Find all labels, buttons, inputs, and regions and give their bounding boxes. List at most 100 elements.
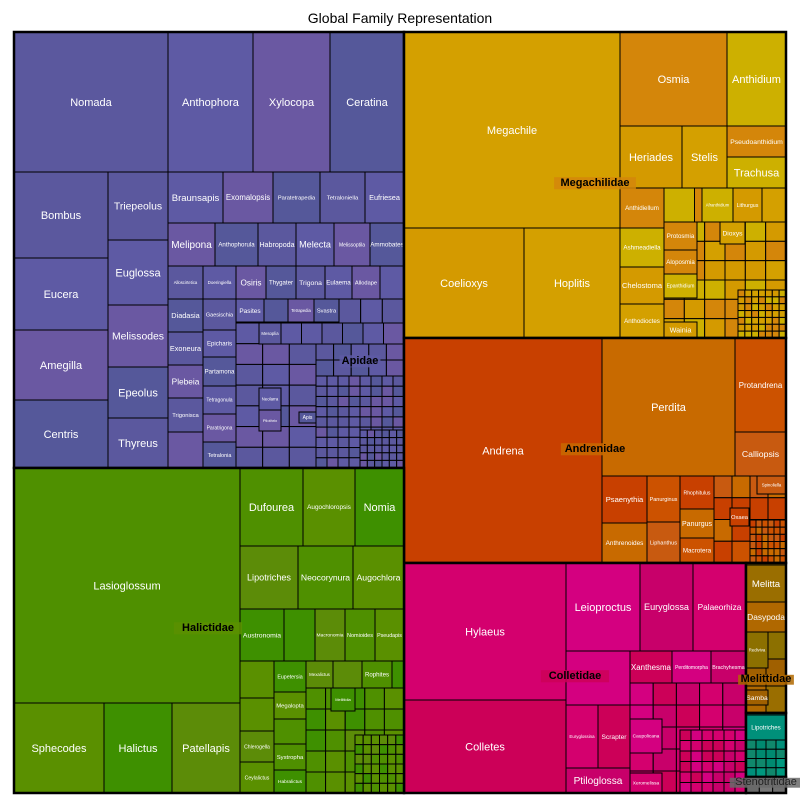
genus-rect (354, 773, 364, 784)
genus-rect (325, 750, 346, 773)
genus-label: Euryglossina (569, 734, 595, 739)
genus-rect (239, 761, 275, 794)
genus-label: Perdita (651, 402, 687, 414)
genus-label: Aloposmia (666, 259, 695, 266)
genus-rect (749, 541, 757, 550)
genus-rect (726, 156, 787, 189)
genus-rect (315, 359, 335, 377)
genus-rect (773, 533, 781, 542)
genus-rect (370, 385, 383, 397)
genus-rect (403, 699, 567, 794)
genus-rect (755, 739, 767, 750)
genus-label: Melissodes (112, 332, 164, 343)
genus-rect (305, 729, 327, 752)
genus-label: Eulaema (326, 280, 351, 287)
genus-rect (354, 753, 364, 765)
genus-rect (315, 375, 328, 387)
genus-rect (362, 744, 372, 755)
genus-rect (755, 519, 763, 528)
genus-rect (683, 298, 706, 320)
genus-rect (362, 322, 384, 345)
genus-label: Ceratina (346, 97, 388, 109)
genus-rect (758, 303, 766, 312)
genus-rect (744, 289, 753, 298)
genus-rect (202, 441, 237, 469)
genus-label: Megalopta (276, 704, 304, 710)
genus-rect (381, 375, 394, 387)
genus-label: Samba (746, 695, 768, 702)
genus-rect (262, 343, 290, 365)
genus-label: Diadasia (171, 311, 200, 320)
genus-rect (704, 318, 726, 339)
genus-rect (764, 296, 773, 305)
genus-rect (765, 631, 787, 660)
genus-rect (758, 310, 766, 318)
genus-rect (337, 395, 350, 408)
genus-rect (761, 548, 769, 557)
genus-rect (348, 375, 361, 387)
genus-rect (675, 682, 701, 706)
genus-label: Pilothrix (263, 418, 277, 423)
genus-rect (107, 304, 169, 368)
genus-rect (171, 702, 241, 794)
genus-rect (387, 773, 397, 784)
genus-label: Stelis (691, 152, 718, 164)
genus-rect (767, 548, 775, 557)
genus-rect (332, 660, 363, 689)
genus-rect (392, 385, 405, 397)
genus-rect (273, 691, 307, 720)
genus-rect (326, 395, 339, 408)
genus-rect (722, 682, 747, 706)
genus-rect (348, 436, 361, 449)
genus-rect (675, 704, 701, 728)
genus-label: Hoplitis (554, 278, 591, 290)
genus-rect (387, 734, 397, 746)
genus-rect (388, 444, 398, 454)
genus-label: Anthidium (732, 74, 781, 86)
genus-rect (737, 303, 746, 312)
genus-rect (337, 457, 350, 469)
genus-rect (745, 714, 787, 741)
genus-rect (348, 406, 361, 418)
genus-rect (737, 323, 746, 332)
genus-rect (239, 608, 285, 662)
genus-rect (342, 322, 364, 345)
genus-rect (773, 519, 781, 528)
genus-label: Melitta (752, 579, 781, 590)
family-label-bg (554, 177, 636, 190)
genus-rect (288, 384, 317, 407)
genus-rect (629, 682, 654, 706)
genus-rect (337, 406, 350, 418)
genus-rect (288, 343, 317, 365)
genus-rect (305, 750, 327, 773)
genus-label: Eupetersia (277, 674, 302, 680)
genus-rect (699, 682, 724, 706)
genus-label: Eufriesea (369, 193, 401, 202)
genus-rect (326, 436, 339, 449)
genus-rect (354, 782, 364, 794)
genus-rect (712, 782, 725, 794)
genus-rect (381, 406, 394, 418)
genus-rect (713, 475, 733, 499)
genus-rect (734, 740, 747, 752)
genus-rect (755, 526, 763, 535)
genus-rect (385, 359, 405, 377)
genus-rect (701, 729, 714, 741)
genus-rect (751, 310, 760, 318)
genus-rect (744, 296, 753, 305)
genus-rect (314, 608, 346, 662)
genus-label: Mexalictus (309, 672, 331, 677)
genus-rect (681, 125, 728, 189)
genus-rect (280, 322, 302, 345)
genus-rect (326, 447, 339, 459)
genus-rect (388, 437, 398, 446)
genus-rect (381, 452, 390, 461)
genus-rect (719, 221, 746, 245)
genus-rect (629, 718, 663, 754)
genus-rect (383, 687, 405, 710)
genus-rect (359, 429, 368, 439)
genus-rect (354, 734, 364, 746)
genus-rect (202, 329, 237, 358)
genus-rect (751, 323, 760, 332)
genus-rect (370, 375, 383, 387)
